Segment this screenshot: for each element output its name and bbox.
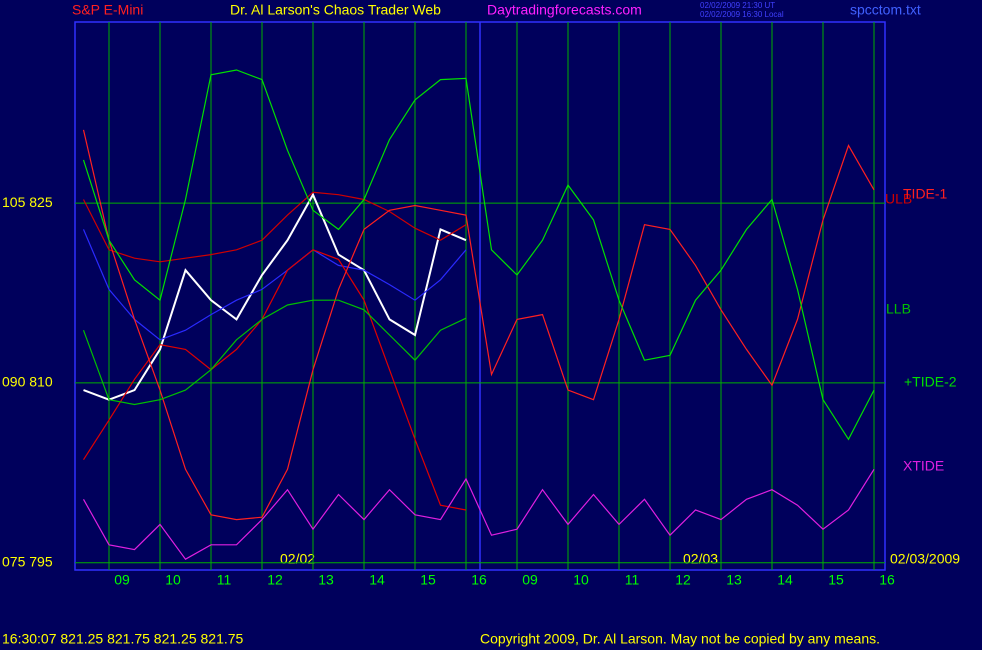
copyright: Copyright 2009, Dr. Al Larson. May not b… bbox=[480, 631, 880, 647]
y-tick-label: 075 795 bbox=[2, 554, 53, 570]
symbol: S&P E-Mini bbox=[72, 2, 143, 18]
x-tick-label: 09 bbox=[522, 572, 538, 588]
series-line bbox=[83, 192, 467, 401]
x-tick-label: 10 bbox=[573, 572, 589, 588]
x-tick-label: 16 bbox=[879, 572, 895, 588]
chart-title: Dr. Al Larson's Chaos Trader Web bbox=[230, 2, 441, 18]
x-tick-label: 13 bbox=[726, 572, 742, 588]
y-tick-label: 090 810 bbox=[2, 374, 53, 390]
series-line bbox=[82, 249, 467, 511]
legend-label: LLB bbox=[886, 301, 911, 317]
x-tick-label: 12 bbox=[267, 572, 283, 588]
x-tick-label: 15 bbox=[420, 572, 436, 588]
series-line bbox=[82, 129, 875, 521]
x-tick-label: 10 bbox=[165, 572, 181, 588]
x-tick-label: 13 bbox=[318, 572, 334, 588]
x-tick-label: 15 bbox=[828, 572, 844, 588]
y-tick-label: 105 825 bbox=[2, 194, 53, 210]
site: Daytradingforecasts.com bbox=[487, 2, 642, 18]
x-tick-label: 14 bbox=[777, 572, 793, 588]
x-tick-label: 16 bbox=[471, 572, 487, 588]
series-line bbox=[82, 229, 467, 341]
series-line bbox=[82, 191, 467, 263]
time-ut: 02/02/2009 21:30 UT bbox=[700, 1, 775, 10]
series-line bbox=[82, 69, 875, 441]
x-tick-label: 12 bbox=[675, 572, 691, 588]
legend-label: TIDE-1 bbox=[903, 186, 948, 202]
x-tick-label: 11 bbox=[217, 572, 232, 588]
file-name: spcctom.txt bbox=[850, 2, 921, 18]
date-label: 02/03 bbox=[683, 551, 718, 567]
legend-label: +TIDE-2 bbox=[904, 374, 957, 390]
legend-label: XTIDE bbox=[903, 458, 944, 474]
time-local: 02/02/2009 16:30 Local bbox=[700, 10, 784, 19]
series-line bbox=[82, 468, 875, 560]
x-tick-label: 11 bbox=[625, 572, 640, 588]
date-label: 02/03/2009 bbox=[890, 551, 960, 567]
legend-label: ULB bbox=[885, 191, 912, 207]
quote: 16:30:07 821.25 821.75 821.25 821.75 bbox=[2, 631, 244, 647]
x-tick-label: 14 bbox=[369, 572, 385, 588]
date-label: 02/02 bbox=[280, 551, 315, 567]
series-line bbox=[82, 299, 467, 406]
x-tick-label: 09 bbox=[114, 572, 130, 588]
